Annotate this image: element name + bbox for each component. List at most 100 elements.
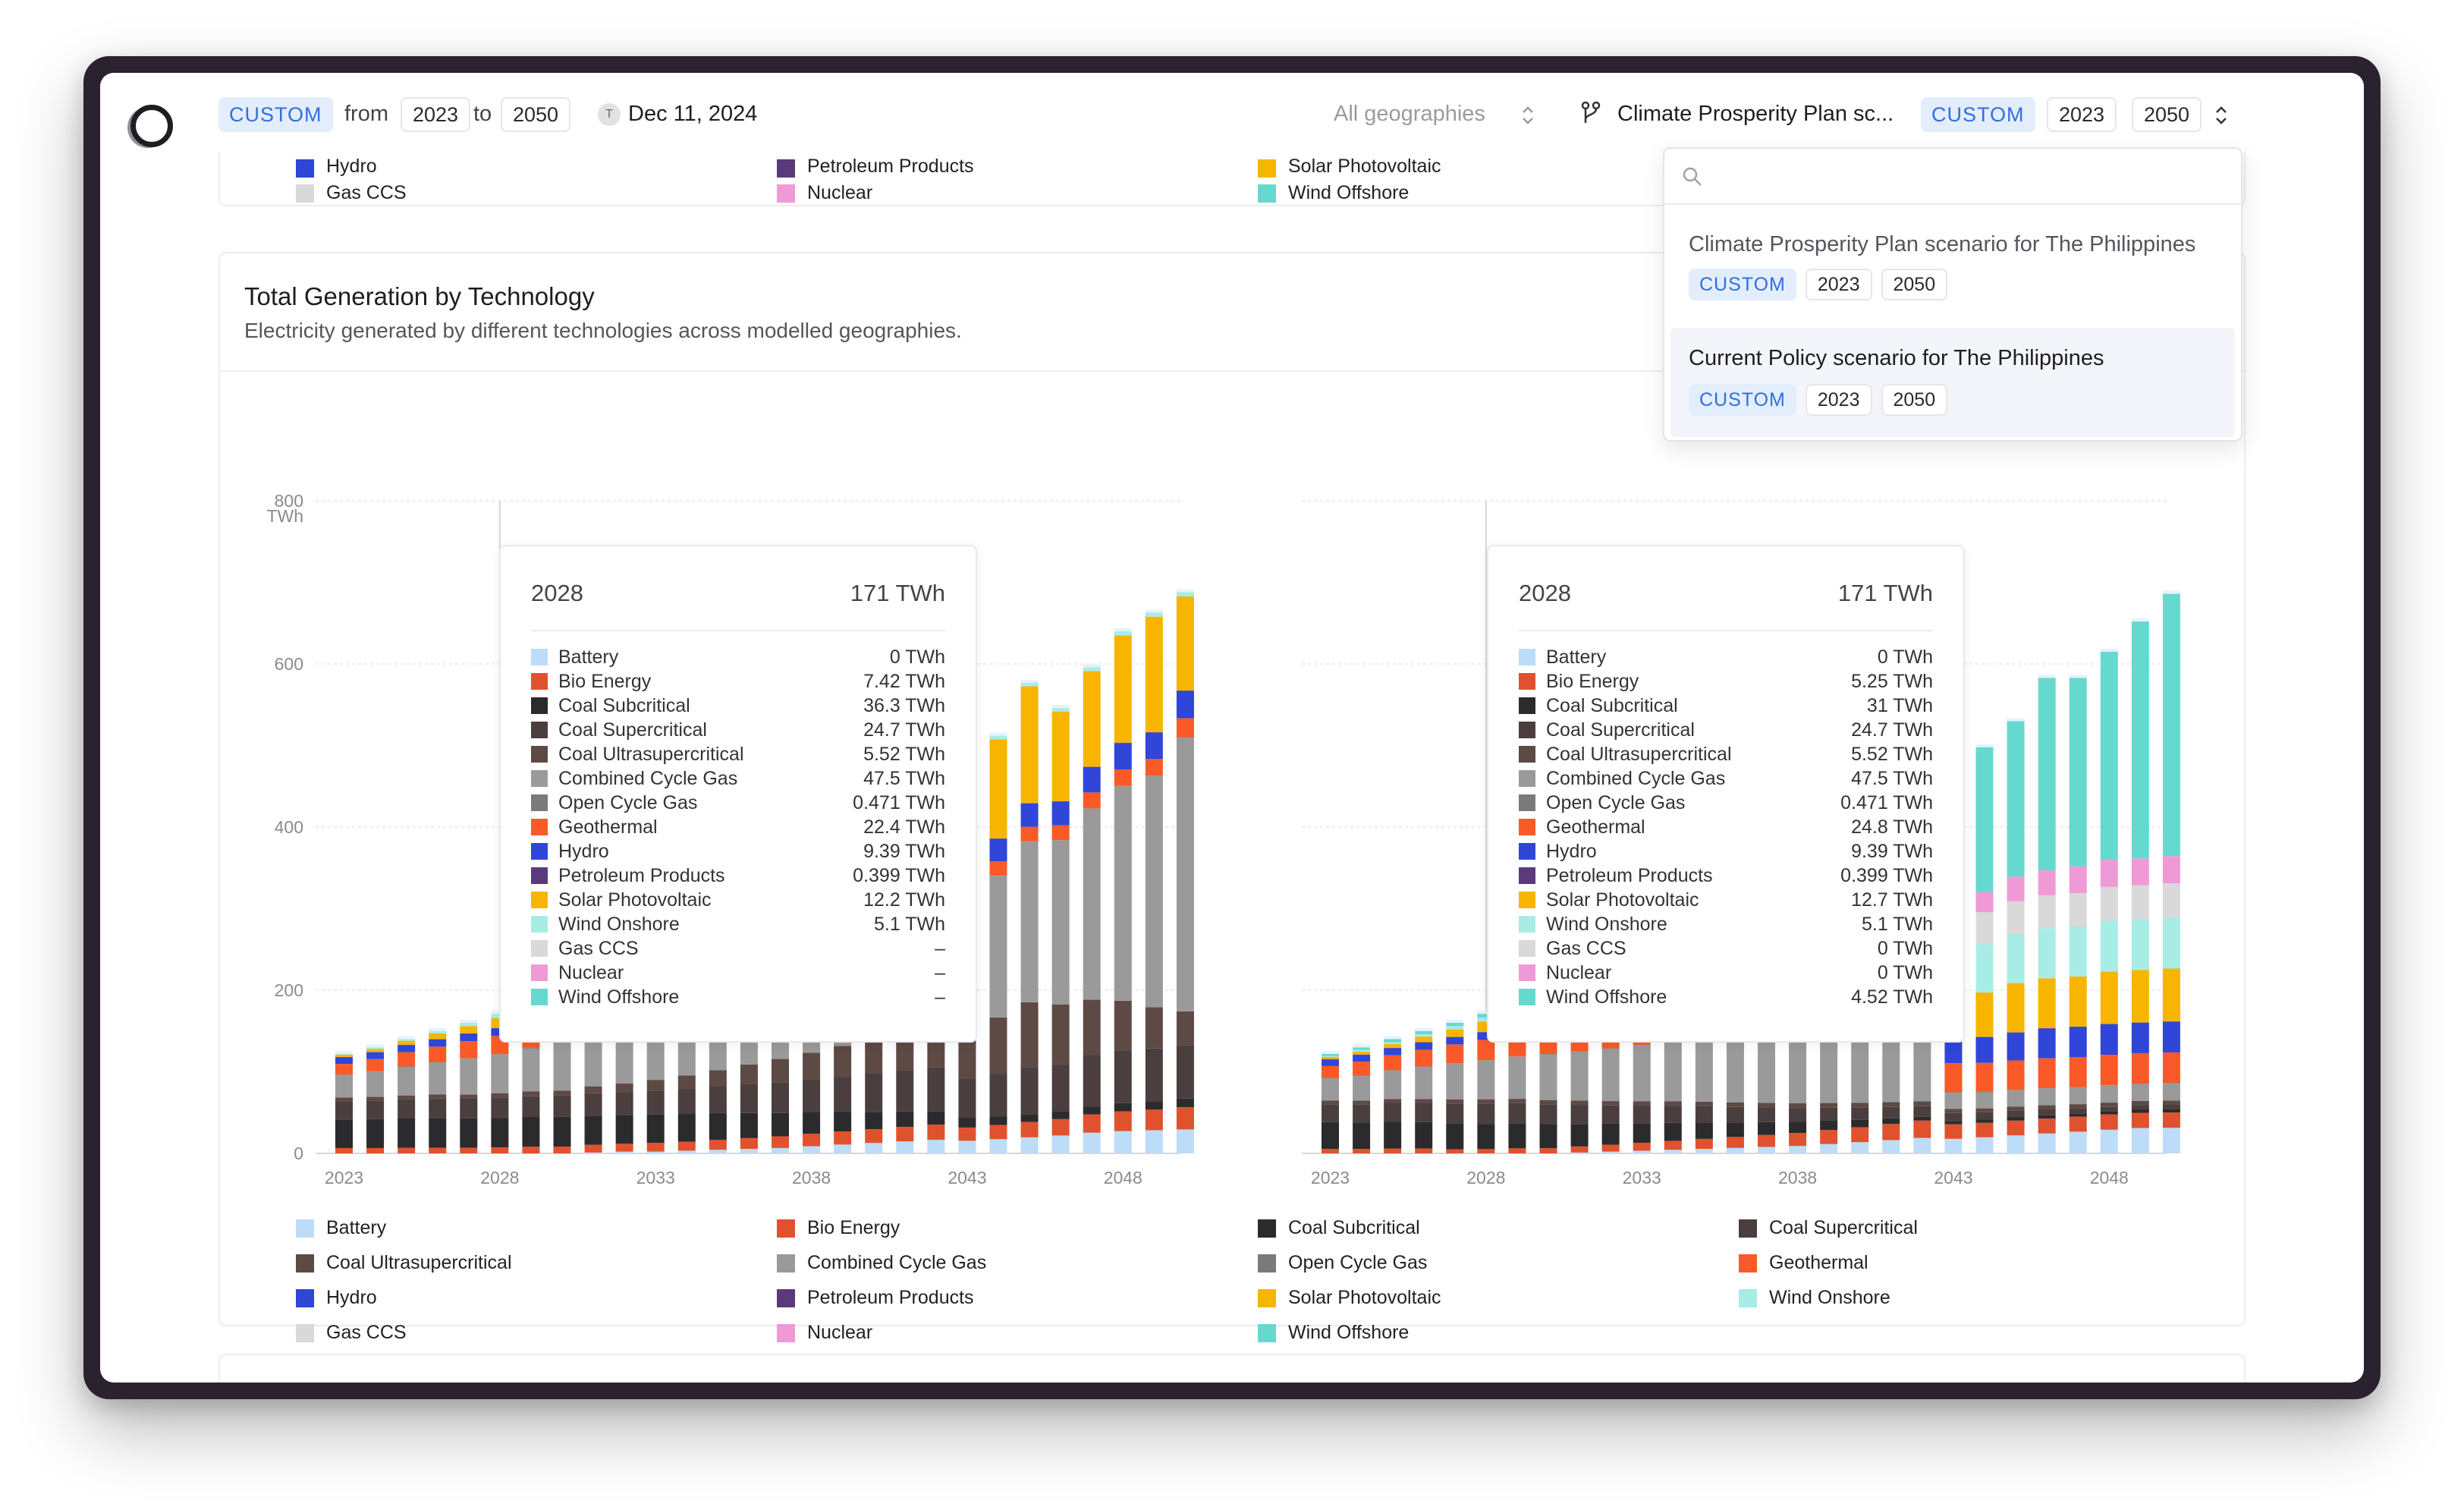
bar-segment-battery[interactable] <box>2162 1128 2180 1153</box>
bar-segment-battery[interactable] <box>1633 1150 1651 1153</box>
bar-segment-battery[interactable] <box>677 1150 696 1153</box>
bar-segment-coal-supercritical[interactable] <box>927 1067 945 1112</box>
bar-segment-coal-subcritical[interactable] <box>677 1114 696 1142</box>
bar-segment-wind-onshore[interactable] <box>2131 919 2149 970</box>
bar-2048[interactable] <box>2100 648 2118 1153</box>
bar-segment-wind-onshore[interactable] <box>1176 592 1194 597</box>
bar-segment-nuclear[interactable] <box>1975 892 1994 913</box>
bar-segment-nuclear[interactable] <box>2162 856 2180 884</box>
snapshot-date[interactable]: Dec 11, 2024 <box>628 102 758 126</box>
bar-segment-nuclear[interactable] <box>2038 870 2056 895</box>
bar-segment-combined-cycle-gas[interactable] <box>1633 1045 1651 1102</box>
bar-2050[interactable] <box>1176 589 1194 1153</box>
legend-item[interactable]: Open Cycle Gas <box>1258 1252 1427 1274</box>
bar-2045[interactable] <box>2007 718 2025 1153</box>
bar-segment-geothermal[interactable] <box>2131 1052 2149 1084</box>
bar-segment-coal-supercritical[interactable] <box>865 1074 883 1112</box>
bar-segment-combined-cycle-gas[interactable] <box>366 1071 385 1097</box>
bar-segment-coal-ultrasupercritical[interactable] <box>2162 1100 2180 1106</box>
bar-segment-gas-ccs[interactable] <box>2038 895 2056 929</box>
bar-segment-coal-supercritical[interactable] <box>1726 1106 1744 1123</box>
bar-segment-hydro[interactable] <box>2162 1021 2180 1052</box>
bar-segment-coal-ultrasupercritical[interactable] <box>2069 1104 2087 1109</box>
bar-segment-coal-supercritical[interactable] <box>2007 1110 2025 1118</box>
bar-segment-bio-energy[interactable] <box>1051 1118 1070 1136</box>
bar-segment-coal-subcritical[interactable] <box>989 1116 1007 1125</box>
bar-segment-coal-subcritical[interactable] <box>1570 1124 1589 1147</box>
bar-segment-coal-ultrasupercritical[interactable] <box>1083 999 1101 1055</box>
bar-segment-coal-ultrasupercritical[interactable] <box>709 1070 727 1087</box>
scenario-to-year[interactable]: 2050 <box>2132 97 2202 132</box>
bar-segment-bio-energy[interactable] <box>1384 1148 1402 1153</box>
bar-segment-coal-ultrasupercritical[interactable] <box>584 1086 602 1093</box>
bar-2046[interactable] <box>1051 705 1070 1153</box>
bar-segment-hydro[interactable] <box>2038 1028 2056 1059</box>
bar-segment-coal-ultrasupercritical[interactable] <box>1415 1099 1433 1103</box>
bar-segment-geothermal[interactable] <box>1477 1040 1495 1061</box>
bar-segment-coal-subcritical[interactable] <box>803 1112 821 1134</box>
bar-segment-coal-subcritical[interactable] <box>1083 1106 1101 1115</box>
bar-segment-combined-cycle-gas[interactable] <box>1415 1067 1433 1099</box>
bar-segment-coal-supercritical[interactable] <box>1176 1045 1194 1099</box>
bar-segment-battery[interactable] <box>1758 1147 1775 1153</box>
bar-segment-coal-subcritical[interactable] <box>646 1114 665 1143</box>
bar-segment-hydro[interactable] <box>1322 1059 1339 1066</box>
bar-segment-open-cycle-gas[interactable] <box>1145 775 1163 776</box>
bar-segment-bio-energy[interactable] <box>1695 1138 1713 1150</box>
bar-segment-coal-subcritical[interactable] <box>1051 1112 1070 1119</box>
bar-segment-combined-cycle-gas[interactable] <box>989 876 1007 1018</box>
bar-segment-coal-subcritical[interactable] <box>335 1119 353 1149</box>
bar-segment-battery[interactable] <box>2038 1133 2056 1153</box>
bar-segment-hydro[interactable] <box>366 1052 385 1059</box>
bar-segment-solar-photovoltaic[interactable] <box>398 1040 416 1045</box>
bar-segment-solar-photovoltaic[interactable] <box>1415 1037 1433 1043</box>
bar-segment-geothermal[interactable] <box>989 861 1007 876</box>
bar-segment-geothermal[interactable] <box>1083 792 1101 809</box>
bar-segment-coal-supercritical[interactable] <box>1975 1112 1994 1120</box>
bar-segment-battery[interactable] <box>2131 1128 2149 1153</box>
bar-segment-solar-photovoltaic[interactable] <box>1446 1029 1464 1037</box>
bar-segment-bio-energy[interactable] <box>989 1125 1007 1140</box>
app-logo-icon[interactable] <box>130 105 173 147</box>
geography-chevron-icon[interactable] <box>1520 103 1535 127</box>
bar-segment-bio-energy[interactable] <box>584 1144 602 1153</box>
bar-segment-wind-offshore[interactable] <box>2100 651 2118 860</box>
bar-segment-coal-supercritical[interactable] <box>1145 1048 1163 1102</box>
bar-segment-hydro[interactable] <box>429 1039 447 1047</box>
bar-segment-wind-onshore[interactable] <box>1446 1026 1464 1030</box>
bar-segment-solar-photovoltaic[interactable] <box>2038 978 2056 1028</box>
bar-segment-open-cycle-gas[interactable] <box>1633 1045 1651 1046</box>
bar-segment-combined-cycle-gas[interactable] <box>1083 808 1101 1000</box>
bar-segment-combined-cycle-gas[interactable] <box>584 1034 602 1087</box>
bar-segment-coal-subcritical[interactable] <box>584 1115 602 1145</box>
bar-segment-bio-energy[interactable] <box>1913 1120 1931 1138</box>
bar-segment-wind-onshore[interactable] <box>1353 1049 1371 1052</box>
bar-segment-solar-photovoltaic[interactable] <box>460 1026 478 1033</box>
bar-segment-bio-energy[interactable] <box>677 1141 696 1151</box>
bar-segment-bio-energy[interactable] <box>2007 1120 2025 1136</box>
bar-segment-coal-subcritical[interactable] <box>1601 1123 1620 1145</box>
bar-segment-coal-ultrasupercritical[interactable] <box>429 1094 447 1099</box>
bar-segment-combined-cycle-gas[interactable] <box>1477 1060 1495 1099</box>
bar-segment-bio-energy[interactable] <box>366 1147 385 1153</box>
bar-segment-bio-energy[interactable] <box>896 1127 914 1142</box>
bar-segment-coal-supercritical[interactable] <box>1477 1103 1495 1125</box>
bar-segment-battery[interactable] <box>2007 1135 2025 1153</box>
bar-2023[interactable] <box>1322 1050 1339 1153</box>
bar-segment-coal-ultrasupercritical[interactable] <box>398 1095 416 1099</box>
bar-2049[interactable] <box>1145 609 1163 1153</box>
bar-segment-bio-energy[interactable] <box>429 1147 447 1153</box>
bar-segment-battery[interactable] <box>865 1143 883 1153</box>
bar-segment-bio-energy[interactable] <box>2100 1114 2118 1130</box>
bar-segment-coal-ultrasupercritical[interactable] <box>677 1075 696 1089</box>
bar-2023[interactable] <box>335 1050 353 1153</box>
bar-segment-gas-ccs[interactable] <box>2007 901 2025 934</box>
bar-segment-coal-supercritical[interactable] <box>1695 1106 1713 1123</box>
bar-segment-bio-energy[interactable] <box>1322 1149 1339 1153</box>
bar-segment-coal-subcritical[interactable] <box>2038 1115 2056 1119</box>
bar-2024[interactable] <box>366 1044 385 1153</box>
legend-item[interactable]: Wind Offshore <box>1258 1322 1409 1344</box>
bar-segment-battery[interactable] <box>1695 1149 1713 1153</box>
bar-segment-coal-ultrasupercritical[interactable] <box>1508 1099 1526 1103</box>
bar-segment-coal-ultrasupercritical[interactable] <box>1051 1004 1070 1065</box>
